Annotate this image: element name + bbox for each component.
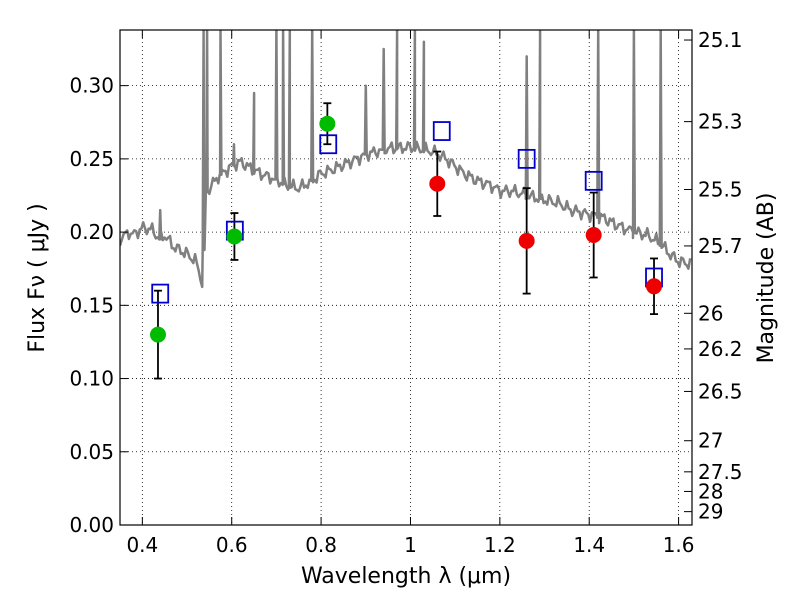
x-tick-label: 1.4 bbox=[573, 533, 605, 557]
y-axis-ticks: 0.00 0.05 0.10 0.15 0.20 0.25 0.30 bbox=[69, 74, 128, 537]
x-tick-label: 0.6 bbox=[216, 533, 248, 557]
model-box bbox=[517, 148, 536, 169]
x-tick-label: 1 bbox=[404, 533, 417, 557]
magnitude-tick-label: 29 bbox=[698, 500, 723, 524]
y-axis-label: Flux Fν ( μJy ) bbox=[25, 203, 50, 352]
magnitude-tick-label: 27 bbox=[698, 429, 723, 453]
red-point bbox=[646, 278, 663, 295]
red-point bbox=[518, 232, 535, 249]
magnitude-tick-label: 26.2 bbox=[698, 337, 743, 361]
magnitude-tick-label: 25.1 bbox=[698, 28, 743, 52]
y-tick-label: 0.05 bbox=[69, 440, 114, 464]
magnitude-tick-label: 26.5 bbox=[698, 379, 743, 403]
y-tick-label: 0.15 bbox=[69, 293, 114, 317]
model-box bbox=[319, 134, 338, 155]
magnitude-tick-label: 28 bbox=[698, 479, 723, 503]
magnitude-tick-label: 25.7 bbox=[698, 234, 743, 258]
y-tick-label: 0.10 bbox=[69, 367, 114, 391]
x-tick-label: 0.4 bbox=[126, 533, 158, 557]
model-box bbox=[584, 170, 603, 191]
magnitude-tick-label: 27.5 bbox=[698, 460, 743, 484]
green-point bbox=[149, 326, 166, 343]
x-axis-ticks: 0.4 0.6 0.8 1 1.2 1.4 1.6 bbox=[126, 30, 695, 557]
magnitude-tick-label: 25.5 bbox=[698, 177, 743, 201]
green-point bbox=[226, 228, 243, 245]
x-tick-label: 0.8 bbox=[305, 533, 337, 557]
magnitude-tick-label: 26 bbox=[698, 301, 723, 325]
y-tick-label: 0.30 bbox=[69, 74, 114, 98]
green-point bbox=[319, 115, 336, 132]
x-tick-label: 1.2 bbox=[484, 533, 516, 557]
x-tick-label: 1.6 bbox=[663, 533, 695, 557]
model-box bbox=[151, 283, 170, 304]
magnitude-axis-label: Magnitude (AB) bbox=[754, 193, 779, 364]
y-tick-label: 0.25 bbox=[69, 147, 114, 171]
y-tick-label: 0.20 bbox=[69, 220, 114, 244]
y-tick-label: 0.00 bbox=[69, 513, 114, 537]
model-box bbox=[432, 121, 451, 141]
plot-frame bbox=[119, 29, 693, 526]
x-axis-label: Wavelength λ (μm) bbox=[301, 564, 511, 589]
observed-points bbox=[149, 115, 663, 343]
red-point bbox=[585, 227, 602, 244]
magnitude-tick-label: 25.3 bbox=[698, 110, 743, 134]
red-point bbox=[429, 175, 446, 192]
